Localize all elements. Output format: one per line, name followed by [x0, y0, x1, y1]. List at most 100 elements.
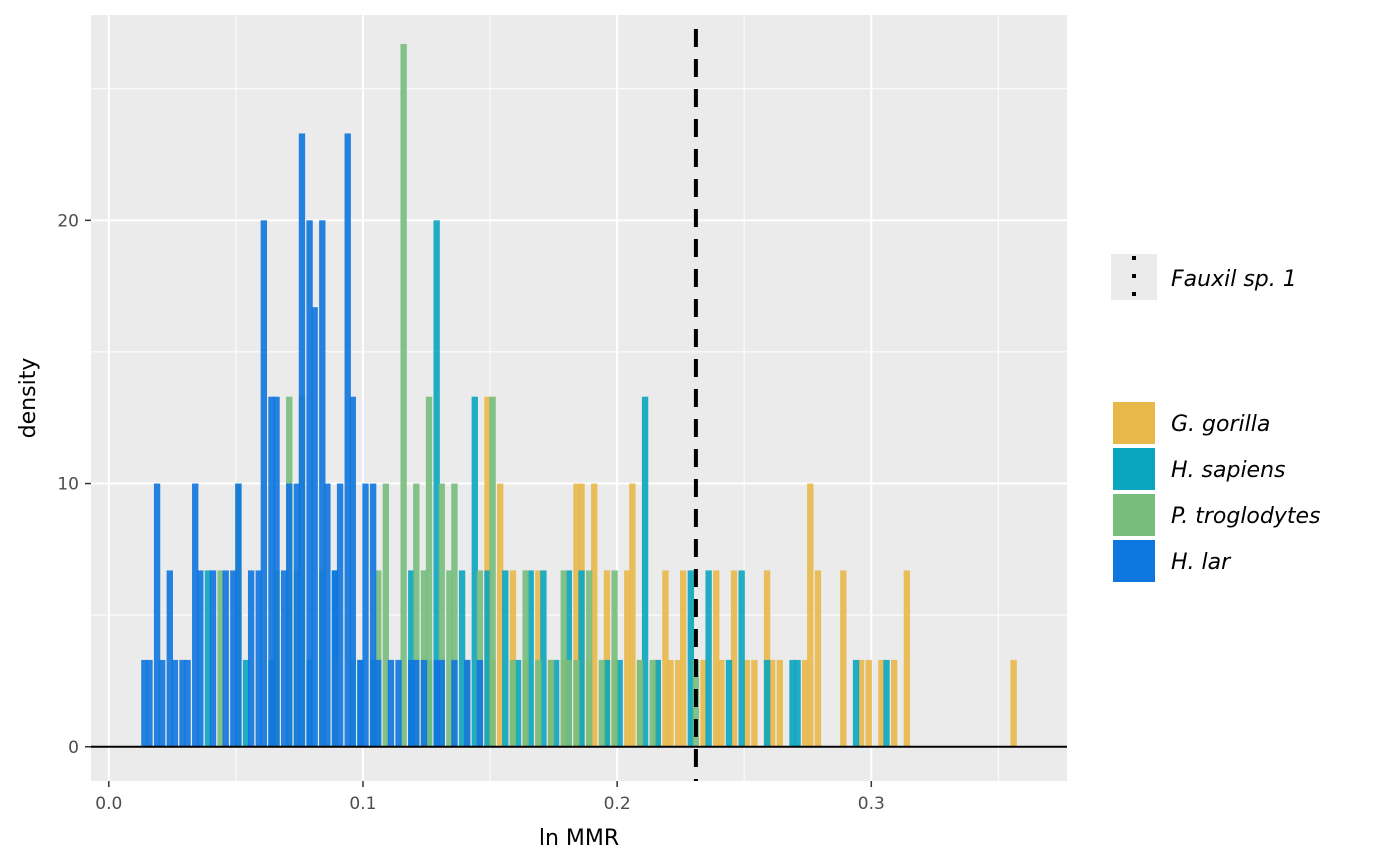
- bar-g-gorilla: [763, 570, 771, 747]
- bar-h-sapiens: [527, 570, 534, 747]
- x-axis-ticks: 0.0 0.1 0.2 0.3: [95, 781, 885, 814]
- bar-h-lar: [344, 133, 351, 747]
- bar-h-lar: [209, 570, 217, 747]
- bar-h-sapiens: [725, 659, 733, 747]
- bar-p-troglodytes: [560, 570, 567, 747]
- bar-h-lar: [192, 483, 199, 747]
- bar-p-troglodytes: [425, 396, 433, 747]
- bar-p-troglodytes: [585, 570, 593, 747]
- bar-p-troglodytes: [451, 483, 458, 747]
- bar-p-troglodytes: [636, 659, 644, 747]
- bar-h-lar: [306, 220, 313, 747]
- bar-h-lar: [171, 659, 179, 747]
- bar-g-gorilla: [674, 659, 682, 747]
- bar-p-troglodytes: [400, 43, 407, 747]
- bar-p-troglodytes: [420, 570, 428, 747]
- y-tick-label: 20: [57, 211, 79, 231]
- bar-h-lar: [387, 659, 395, 747]
- bar-h-lar: [184, 659, 191, 747]
- bar-h-sapiens: [204, 570, 212, 747]
- bar-h-sapiens: [616, 659, 623, 747]
- bar-h-lar: [247, 570, 255, 747]
- bar-p-troglodytes: [413, 483, 420, 747]
- bar-g-gorilla: [591, 483, 598, 747]
- bar-g-gorilla: [700, 659, 707, 747]
- legend-label-h-sapiens: H. sapiens: [1171, 458, 1286, 483]
- bar-h-sapiens: [484, 570, 491, 747]
- bar-p-troglodytes: [547, 659, 555, 747]
- y-tick-label: 0: [68, 738, 79, 758]
- y-axis-ticks: 0 10 20: [57, 211, 91, 758]
- bar-h-lar: [179, 659, 186, 747]
- bar-h-sapiens: [552, 659, 560, 747]
- bar-p-troglodytes: [573, 659, 580, 747]
- bar-h-lar: [222, 570, 229, 747]
- bar-p-troglodytes: [476, 570, 484, 747]
- bar-g-gorilla: [603, 570, 611, 747]
- bar-h-lar: [260, 220, 268, 747]
- bar-h-lar: [319, 220, 326, 747]
- bar-h-lar: [255, 570, 262, 747]
- legend-key-h-lar: [1113, 540, 1155, 582]
- series-h-lar: [141, 133, 484, 747]
- bar-h-sapiens: [852, 659, 860, 747]
- bar-h-lar: [395, 659, 402, 747]
- bar-g-gorilla: [903, 570, 911, 747]
- legend-label-g-gorilla: G. gorilla: [1171, 412, 1270, 437]
- bar-h-sapiens: [794, 659, 801, 747]
- y-axis-title: density: [16, 358, 41, 439]
- bar-h-sapiens: [641, 396, 649, 747]
- bar-g-gorilla: [768, 659, 776, 747]
- bar-h-lar: [433, 659, 440, 747]
- bar-h-sapiens: [540, 570, 547, 747]
- bar-g-gorilla: [751, 659, 758, 747]
- legend-label-h-lar: H. lar: [1171, 550, 1232, 575]
- bar-h-lar: [349, 396, 356, 747]
- bar-p-troglodytes: [489, 396, 496, 747]
- x-tick-label: 0.3: [858, 794, 885, 814]
- bar-h-sapiens: [705, 570, 712, 747]
- x-tick-label: 0.1: [349, 794, 376, 814]
- bar-g-gorilla: [814, 570, 822, 747]
- y-tick-label: 10: [57, 475, 79, 495]
- bar-g-gorilla: [497, 483, 504, 747]
- bar-g-gorilla: [573, 483, 580, 747]
- bar-p-troglodytes: [649, 659, 656, 747]
- bar-h-sapiens: [242, 659, 250, 747]
- bar-p-troglodytes: [509, 659, 517, 747]
- bar-h-lar: [408, 659, 415, 747]
- bar-h-lar: [286, 483, 293, 747]
- legend-reference-line: Fauxil sp. 1: [1111, 254, 1297, 300]
- bar-p-troglodytes: [438, 483, 445, 747]
- bar-p-troglodytes: [565, 659, 573, 747]
- bar-h-lar: [362, 483, 369, 747]
- bar-h-lar: [141, 659, 148, 747]
- bar-g-gorilla: [713, 570, 720, 747]
- bar-h-sapiens: [471, 396, 478, 747]
- bar-p-troglodytes: [522, 570, 529, 747]
- bar-h-lar: [197, 570, 204, 747]
- bar-g-gorilla: [624, 570, 631, 747]
- bar-h-lar: [438, 659, 445, 747]
- bar-h-lar: [298, 133, 306, 747]
- bar-g-gorilla: [730, 570, 738, 747]
- bar-g-gorilla: [629, 483, 636, 747]
- bar-h-lar: [273, 396, 280, 747]
- histogram-bars: [141, 43, 1017, 747]
- bar-g-gorilla: [743, 659, 750, 747]
- bar-h-sapiens: [433, 220, 440, 747]
- bar-h-sapiens: [738, 570, 745, 747]
- bar-p-troglodytes: [535, 659, 542, 747]
- bar-h-lar: [280, 570, 288, 747]
- bar-h-sapiens: [408, 570, 415, 747]
- bar-h-lar: [293, 483, 301, 747]
- bar-h-lar: [375, 659, 382, 747]
- bar-g-gorilla: [865, 659, 872, 747]
- bar-h-sapiens: [883, 659, 890, 747]
- legend-species: G. gorilla H. sapiens P. troglodytes H. lar: [1111, 400, 1321, 584]
- bar-g-gorilla: [1010, 659, 1017, 747]
- legend-label-p-troglodytes: P. troglodytes: [1171, 504, 1321, 529]
- bar-g-gorilla: [878, 659, 885, 747]
- bar-h-lar: [235, 483, 242, 747]
